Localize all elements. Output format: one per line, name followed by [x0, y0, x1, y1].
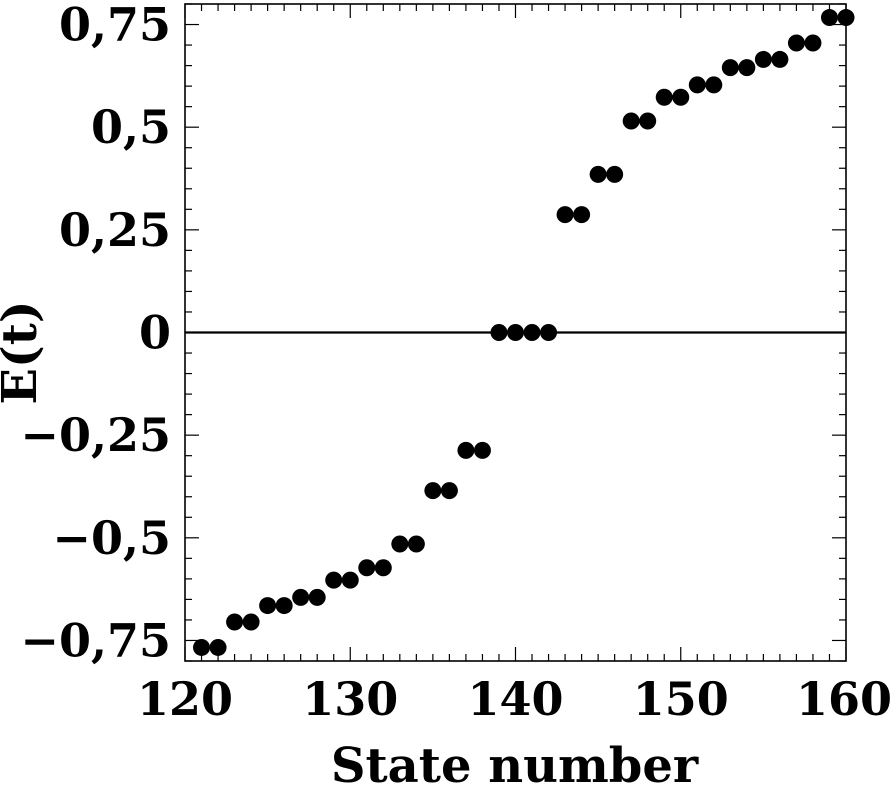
- data-point: [457, 441, 475, 459]
- y-tick-label: 0,25: [59, 203, 171, 257]
- data-point: [639, 112, 657, 130]
- data-point: [275, 597, 293, 615]
- data-point: [655, 88, 673, 106]
- y-tick-label: 0,5: [91, 100, 171, 154]
- axis-ticks: [184, 3, 847, 662]
- data-point: [473, 441, 491, 459]
- y-tick-label: 0: [139, 306, 171, 360]
- data-point: [440, 482, 458, 500]
- data-point: [672, 88, 690, 106]
- data-point: [341, 571, 359, 589]
- plot-frame: [184, 3, 847, 662]
- x-tick-label: 150: [633, 672, 729, 726]
- data-point: [358, 559, 376, 577]
- data-point: [540, 324, 558, 341]
- data-point: [242, 613, 260, 631]
- data-point: [490, 324, 508, 341]
- data-point: [573, 206, 591, 224]
- data-point: [688, 76, 706, 94]
- data-point: [259, 597, 277, 615]
- data-point: [193, 638, 211, 656]
- data-point: [407, 535, 425, 553]
- y-tick-label: 0,75: [59, 0, 171, 52]
- data-point: [787, 34, 805, 52]
- x-tick-label: 160: [796, 672, 892, 726]
- data-point: [424, 482, 442, 500]
- data-point: [820, 9, 838, 27]
- x-axis-title: State number: [331, 738, 699, 789]
- y-tick-label: −0,75: [20, 613, 171, 667]
- data-point: [721, 59, 739, 77]
- x-tick-labels: 120 130 140 150 160: [137, 672, 892, 726]
- data-point: [705, 76, 723, 94]
- data-point: [391, 535, 409, 553]
- data-point: [738, 59, 756, 77]
- data-point: [606, 165, 624, 183]
- y-tick-label: −0,25: [20, 408, 171, 462]
- data-point: [804, 34, 822, 52]
- x-tick-label: 120: [137, 672, 233, 726]
- data-points: [193, 9, 855, 656]
- y-tick-label: −0,5: [52, 511, 171, 565]
- x-tick-label: 140: [467, 672, 563, 726]
- data-point: [226, 613, 244, 631]
- data-point: [325, 571, 343, 589]
- data-point: [374, 559, 392, 577]
- data-point: [292, 588, 310, 606]
- data-point: [754, 50, 772, 68]
- x-tick-label: 130: [302, 672, 398, 726]
- data-point: [589, 165, 607, 183]
- data-point: [622, 112, 640, 130]
- data-point: [507, 324, 524, 341]
- y-axis-title: E(t): [0, 300, 48, 404]
- data-point: [308, 588, 326, 606]
- data-point: [209, 638, 227, 656]
- data-point: [556, 206, 574, 224]
- y-tick-labels: 0,75 0,5 0,25 0 −0,25 −0,5 −0,75: [20, 0, 171, 667]
- data-point: [523, 324, 541, 341]
- data-point: [771, 50, 789, 68]
